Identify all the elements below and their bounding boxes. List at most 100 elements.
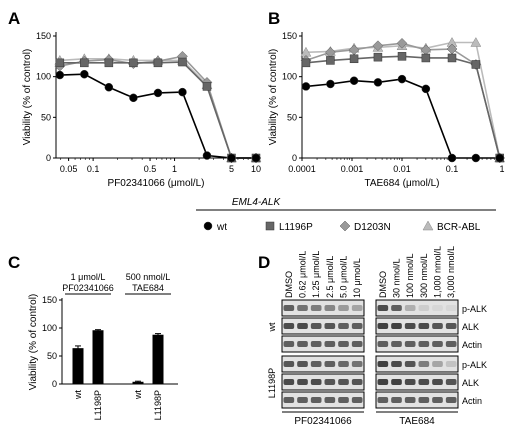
x-tick-label: 0.1 <box>87 164 100 174</box>
blot-band <box>377 341 389 347</box>
data-point-wt <box>421 84 431 94</box>
blot-band <box>297 341 308 347</box>
blot-band <box>283 379 295 385</box>
blot-band <box>338 341 349 347</box>
legend-marker-wt <box>203 221 213 231</box>
x-tick-label: 0.01 <box>393 164 411 174</box>
blot-band <box>404 397 416 403</box>
bar-category-label: wt <box>133 390 143 400</box>
blot-band <box>445 361 457 367</box>
data-point-L1196P <box>104 58 114 68</box>
blot-band <box>377 361 389 367</box>
blot-band <box>445 341 457 347</box>
blot-band <box>445 323 457 329</box>
lane-label: 10 μmol/L <box>352 258 362 298</box>
data-point-wt <box>495 153 504 163</box>
blot-band <box>338 397 349 403</box>
data-point-wt <box>326 79 335 89</box>
blot-band <box>283 305 295 311</box>
data-point-L1196P <box>80 58 89 68</box>
y-axis-label: Viability (% of control) <box>28 294 39 391</box>
blot-band <box>297 323 308 329</box>
blot-band <box>445 397 457 403</box>
data-point-L1196P <box>153 58 163 68</box>
data-point-L1196P <box>202 82 212 91</box>
blot-band <box>445 305 457 311</box>
blot-band <box>391 397 402 403</box>
lane-label: 3,000 nmol/L <box>446 246 456 298</box>
blot-band <box>324 379 336 385</box>
blot-band <box>404 323 416 329</box>
drug-label-tae: TAE684 <box>399 416 435 427</box>
bar-wt <box>132 381 144 384</box>
data-point-wt <box>301 82 311 91</box>
data-point-wt <box>178 87 187 97</box>
y-tick-label: 0 <box>46 153 51 163</box>
data-point-L1196P <box>373 52 383 62</box>
bar-L1198P <box>152 334 164 384</box>
blot-band <box>418 305 430 311</box>
blot-group-label: L1198P <box>267 368 277 398</box>
x-axis-label: TAE684 (μmol/L) <box>364 178 439 189</box>
data-point-D1203N <box>348 44 360 56</box>
y-tick-label: 150 <box>282 31 297 41</box>
blot-strip <box>281 373 365 391</box>
blot-strip <box>281 299 365 317</box>
legend: EML4-ALK wt L1196P D1203N BCR-ABL <box>196 197 496 233</box>
data-point-L1196P <box>129 58 138 68</box>
data-point-L1196P <box>55 58 65 68</box>
blot-row-label: Actin <box>462 396 482 406</box>
bar-wt <box>72 348 84 384</box>
data-point-L1196P <box>178 57 187 67</box>
data-point-wt <box>447 153 457 163</box>
group-label-line2: PF02341066 <box>62 283 114 293</box>
blot-row-label: ALK <box>462 378 479 388</box>
blot-band <box>297 361 308 367</box>
blot-strip <box>281 317 365 335</box>
y-tick-label: 100 <box>36 72 51 82</box>
x-tick-label: 0.001 <box>341 164 364 174</box>
blot-strip <box>281 391 365 409</box>
legend-label-D1203N: D1203N <box>354 222 391 233</box>
blot-strip <box>375 335 459 353</box>
blot-strip <box>375 391 459 409</box>
y-tick-label: 50 <box>47 351 57 361</box>
blot-band <box>338 305 349 311</box>
data-point-wt <box>55 70 65 80</box>
western-blot: DMSO 0.62 μmol/L 1.25 μmol/L 2.5 μmol/L 5.0 … <box>267 246 487 427</box>
blot-strip <box>375 317 459 335</box>
blot-band <box>338 323 349 329</box>
chart-panel-b: 0 50 100 150 0.0001 0.001 0.01 0.1 1 TAE684 (μmol… <box>268 31 506 189</box>
blot-strip <box>375 373 459 391</box>
panel-letter-d: D <box>258 253 270 272</box>
blot-band <box>404 305 416 311</box>
y-tick-label: 50 <box>287 112 297 122</box>
legend-label-BCR-ABL: BCR-ABL <box>437 222 481 233</box>
data-point-BCR-ABL <box>470 36 482 47</box>
data-point-L1196P <box>326 56 335 65</box>
data-point-wt <box>373 78 383 87</box>
series-line-L1196P <box>305 55 501 159</box>
blot-band <box>377 305 389 311</box>
data-point-D1203N <box>325 46 336 58</box>
blot-band <box>432 305 443 311</box>
lane-label: DMSO <box>378 271 388 298</box>
data-point-L1196P <box>301 58 311 68</box>
blot-band <box>404 379 416 385</box>
blot-band <box>310 305 322 311</box>
y-tick-label: 50 <box>41 112 51 122</box>
lane-label: DMSO <box>284 271 294 298</box>
lane-label: 0.62 μmol/L <box>298 251 308 298</box>
data-point-L1196P <box>421 53 431 63</box>
legend-marker-L1196P <box>265 221 275 231</box>
lane-label: 5.0 μmol/L <box>339 256 349 298</box>
data-point-D1203N <box>396 37 408 49</box>
lane-label: 100 nmol/L <box>405 253 415 298</box>
data-point-L1196P <box>349 54 359 64</box>
blot-band <box>324 323 336 329</box>
blot-band <box>404 341 416 347</box>
group-label-line2: TAE684 <box>132 283 164 293</box>
data-point-wt <box>153 88 163 98</box>
panel-letter-c: C <box>8 253 20 272</box>
